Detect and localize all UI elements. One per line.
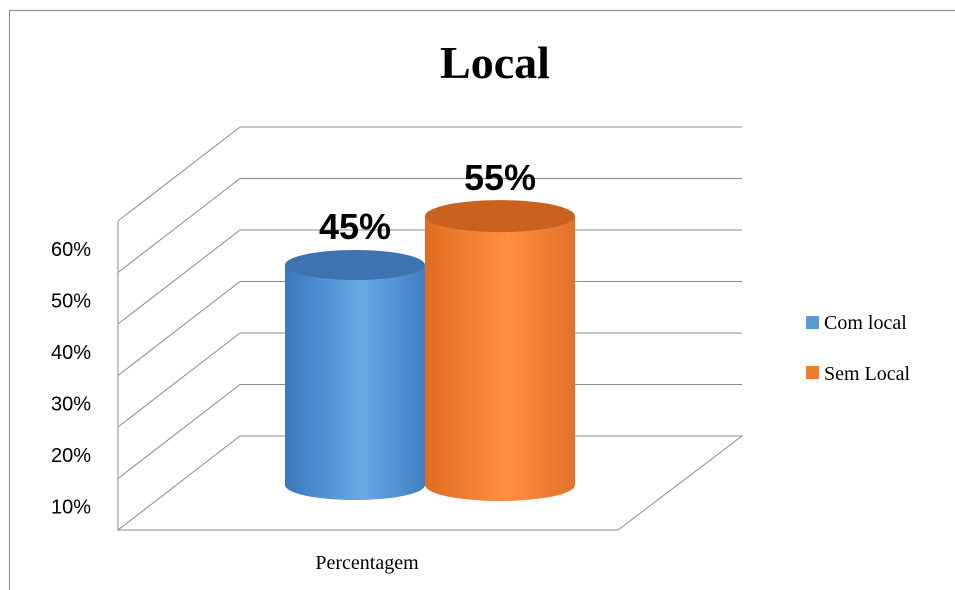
bar-top-com-local bbox=[285, 250, 425, 280]
gridline-side-wall bbox=[117, 229, 241, 325]
chart-title: Local bbox=[440, 37, 550, 88]
gridline-side-wall bbox=[117, 332, 241, 428]
gridline-side-wall bbox=[117, 384, 241, 479]
y-tick-label: 40% bbox=[51, 342, 91, 364]
y-tick-label: 10% bbox=[51, 497, 91, 519]
y-tick-label: 50% bbox=[51, 291, 91, 313]
bar-body-com-local bbox=[285, 265, 425, 500]
y-tick-label: 60% bbox=[51, 239, 91, 261]
legend-label-com-local: Com local bbox=[824, 312, 907, 334]
y-tick-label: 30% bbox=[51, 394, 91, 416]
y-axis-ticks: 10% 20% 30% 40% 50% 60% bbox=[51, 239, 91, 519]
gridline-side-wall bbox=[117, 178, 241, 273]
data-labels: 45% 55% bbox=[319, 157, 536, 247]
bar-sem-local bbox=[425, 200, 575, 501]
data-label-sem-local: 55% bbox=[464, 157, 536, 198]
bar-com-local bbox=[285, 250, 425, 500]
gridline-side-wall bbox=[117, 126, 241, 222]
floor-outline bbox=[116, 435, 744, 531]
legend-label-sem-local: Sem Local bbox=[824, 363, 911, 385]
legend-swatch-sem-local bbox=[806, 366, 819, 379]
y-tick-label: 20% bbox=[51, 445, 91, 467]
data-label-com-local: 45% bbox=[319, 206, 391, 247]
bars bbox=[285, 200, 575, 501]
legend: Com local Sem Local bbox=[806, 312, 911, 385]
chart-floor bbox=[116, 435, 744, 531]
legend-swatch-com-local bbox=[806, 316, 819, 329]
gridline-side-wall bbox=[117, 281, 241, 376]
bar-body-sem-local bbox=[425, 216, 575, 501]
x-axis-category-label: Percentagem bbox=[315, 552, 419, 574]
bar-top-sem-local bbox=[425, 200, 575, 233]
